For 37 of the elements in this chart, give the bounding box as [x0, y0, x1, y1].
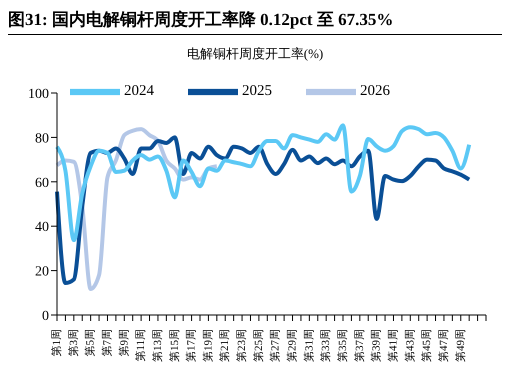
x-tick-label: 第31周: [303, 329, 316, 362]
x-tick-label: 第25周: [252, 329, 265, 362]
x-tick-label: 第43周: [404, 329, 416, 362]
legend-label: 2024: [124, 83, 154, 100]
x-tick-label: 第15周: [168, 329, 181, 362]
x-tick-label: 第21周: [219, 329, 232, 362]
y-tick-label: 80: [35, 131, 49, 146]
y-tick-label: 100: [28, 86, 49, 102]
x-tick-label: 第27周: [270, 329, 282, 362]
chart-subtitle: 电解铜杆周度开工率(%): [186, 45, 324, 63]
x-tick-label: 第9周: [118, 329, 130, 356]
y-tick-label: 40: [35, 220, 49, 236]
y-tick-label: 20: [35, 264, 49, 280]
y-tick-label: 0: [42, 308, 49, 324]
x-tick-label: 第23周: [236, 329, 248, 362]
legend-label: 2025: [242, 83, 272, 100]
x-tick-label: 第13周: [152, 329, 164, 362]
x-tick-label: 第3周: [68, 329, 80, 356]
x-tick-label: 第35周: [337, 329, 349, 362]
x-tick-label: 第49周: [454, 329, 467, 362]
x-tick-label: 第47周: [438, 329, 450, 362]
x-tick-label: 第17周: [186, 329, 198, 362]
x-tick-label: 第33周: [320, 329, 332, 362]
x-tick-label: 第37周: [354, 329, 366, 362]
legend-label: 2026: [360, 83, 390, 100]
x-tick-label: 第39周: [370, 329, 383, 362]
x-tick-label: 第7周: [101, 329, 114, 356]
x-tick-label: 第45周: [421, 329, 434, 362]
chart-title: 图31: 国内电解铜杆周度开工率降 0.12pct 至 67.35%: [8, 8, 502, 35]
x-tick-label: 第11周: [135, 329, 148, 362]
x-tick-label: 第41周: [387, 329, 400, 362]
x-tick-label: 第19周: [202, 329, 214, 362]
line-series: [55, 123, 472, 242]
x-tick-label: 第5周: [84, 329, 97, 356]
y-tick-label: 60: [35, 176, 49, 191]
x-tick-label: 第1周: [51, 329, 63, 356]
x-tick-label: 第29周: [286, 329, 299, 362]
